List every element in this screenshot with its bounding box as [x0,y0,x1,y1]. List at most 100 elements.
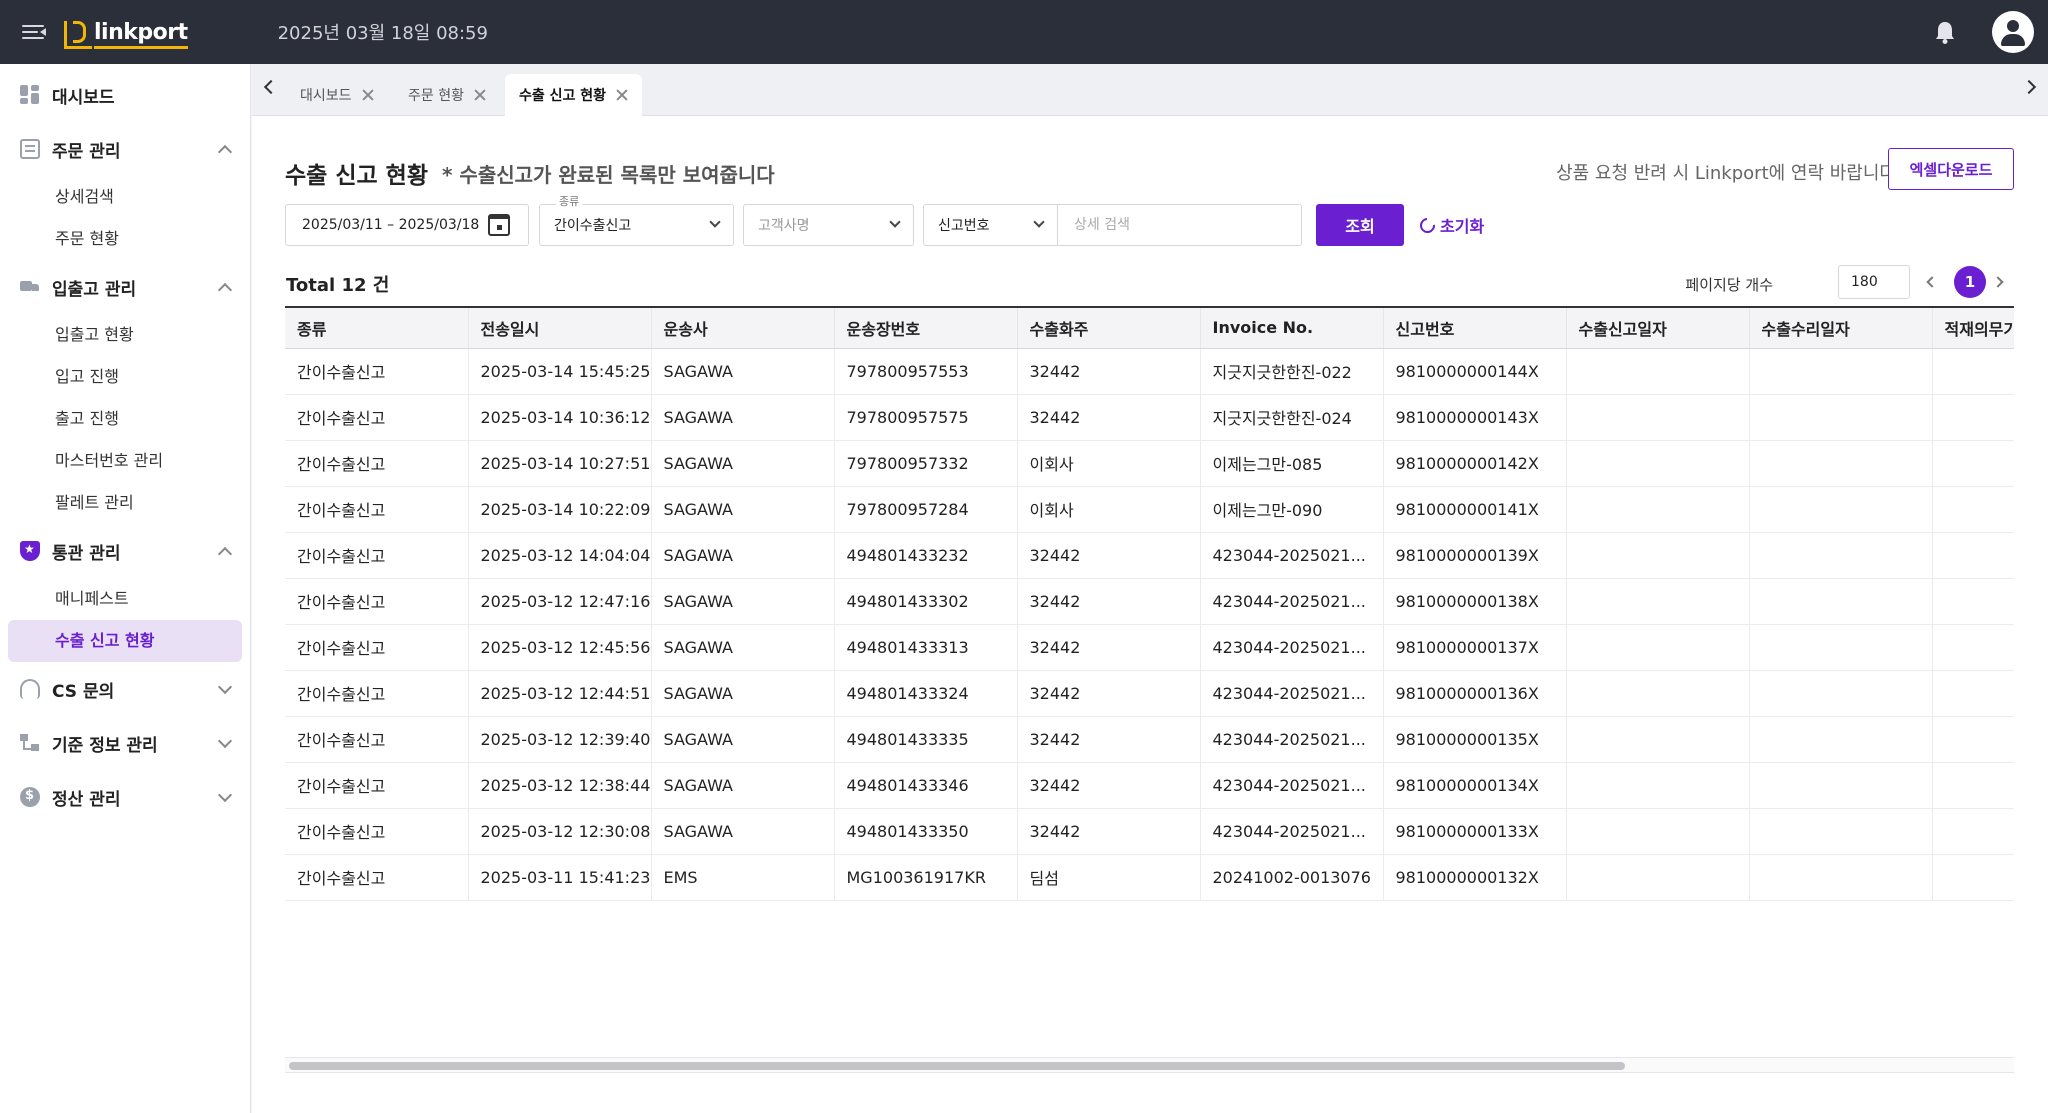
truck-icon [20,277,40,297]
logo-text: linkport [94,20,188,49]
column-header[interactable]: 적재의무기한 [1932,306,2014,349]
search-key-select[interactable]: 신고번호 [923,204,1058,246]
table-cell: 797800957553 [834,348,1018,395]
table-row[interactable]: 간이수출신고 2025-03-14 10:36:12 SAGAWA 797800957… [285,394,2014,441]
sidebar-item-manifest[interactable]: 매니페스트 [55,589,129,608]
sidebar-group-settlement[interactable]: 정산 관리 [0,770,250,824]
sidebar-item-order-status[interactable]: 주문 현황 [55,229,119,248]
table-cell: 9810000000137X [1383,624,1567,671]
menu-collapse-icon[interactable] [22,22,48,42]
detail-search-input[interactable] [1057,204,1302,246]
calendar-icon[interactable] [488,214,510,236]
column-header[interactable]: 수출신고일자 [1566,306,1750,349]
column-header[interactable]: 신고번호 [1383,306,1567,349]
user-avatar-icon[interactable] [1992,11,2034,53]
close-icon[interactable] [616,89,628,101]
table-row[interactable]: 간이수출신고 2025-03-12 12:47:16 SAGAWA 494801433… [285,578,2014,625]
sidebar-group-order[interactable]: 주문 관리 [0,122,250,176]
table-cell [1749,762,1933,809]
reset-label: 초기화 [1440,217,1485,236]
column-header[interactable]: 운송사 [651,306,835,349]
table-row[interactable]: 간이수출신고 2025-03-12 12:44:51 SAGAWA 494801433… [285,670,2014,717]
sidebar-item-export-declaration[interactable]: 수출 신고 현황 [8,620,242,662]
sidebar-item-inout-status[interactable]: 입출고 현황 [55,325,134,344]
table-cell: 2025-03-14 10:27:51 [468,440,652,487]
table-cell: 간이수출신고 [285,440,469,487]
chevron-up-icon [217,282,233,297]
notification-bell-icon[interactable] [1934,20,1956,44]
sidebar-item-outbound[interactable]: 출고 진행 [55,409,119,428]
table-cell: 간이수출신고 [285,394,469,441]
table-cell: 423044-2025021... [1200,716,1384,763]
column-header[interactable]: 전송일시 [468,306,652,349]
sidebar-item-inbound[interactable]: 입고 진행 [55,367,119,386]
chevron-right-icon[interactable] [1992,276,2004,288]
column-header[interactable]: 종류 [285,306,469,349]
table-cell [1749,394,1933,441]
table-row[interactable]: 간이수출신고 2025-03-12 12:38:44 SAGAWA 494801433… [285,762,2014,809]
table-cell: 9810000000132X [1383,854,1567,901]
column-header[interactable]: 운송장번호 [834,306,1018,349]
table-row[interactable]: 간이수출신고 2025-03-12 12:45:56 SAGAWA 494801433… [285,624,2014,671]
type-select-value: 간이수출신고 [554,218,632,234]
chevron-down-icon [889,216,901,228]
chevron-down-icon [1033,216,1045,228]
table-cell: SAGAWA [651,532,835,579]
table-cell [1749,854,1933,901]
tab-dashboard[interactable]: 대시보드 [286,74,388,116]
tab-export-declaration[interactable]: 수출 신고 현황 [505,74,643,116]
table-row[interactable]: 간이수출신고 2025-03-14 15:45:25 SAGAWA 797800957… [285,348,2014,395]
sidebar-group-label: 기준 정보 관리 [52,735,158,756]
sidebar-item-detail-search[interactable]: 상세검색 [55,187,114,206]
page-number-current[interactable]: 1 [1954,266,1986,298]
table-cell: 간이수출신고 [285,670,469,717]
logo[interactable]: linkport [64,15,188,49]
tab-scroll-right-icon[interactable] [2021,79,2037,95]
chevron-down-icon [217,787,233,802]
sidebar-group-master-info[interactable]: 기준 정보 관리 [0,716,250,770]
table-cell: 9810000000138X [1383,578,1567,625]
chevron-left-icon[interactable] [1926,276,1938,288]
dashboard-icon [20,85,40,105]
dollar-coin-icon [20,787,40,807]
table-cell: 간이수출신고 [285,348,469,395]
excel-download-button[interactable]: 엑셀다운로드 [1888,148,2014,190]
sidebar-item-master-number[interactable]: 마스터번호 관리 [55,451,164,470]
table-cell [1932,578,2014,625]
table-cell: 494801433335 [834,716,1018,763]
sidebar-item-pallet[interactable]: 팔레트 관리 [55,493,134,512]
per-page-label: 페이지당 개수 [1685,276,1773,294]
column-header[interactable]: 수출화주 [1017,306,1201,349]
top-bar: linkport 2025년 03월 18일 08:59 [0,0,2048,64]
table-cell: SAGAWA [651,624,835,671]
customer-select[interactable]: 고객사명 [743,204,914,246]
sidebar-group-inout[interactable]: 입출고 관리 [0,260,250,314]
table-cell [1566,348,1750,395]
sidebar-group-dashboard[interactable]: 대시보드 [0,68,250,122]
table-row[interactable]: 간이수출신고 2025-03-12 12:39:40 SAGAWA 494801433… [285,716,2014,763]
tab-order-status[interactable]: 주문 현황 [394,74,500,116]
table-row[interactable]: 간이수출신고 2025-03-12 12:30:08 SAGAWA 494801433… [285,808,2014,855]
table-row[interactable]: 간이수출신고 2025-03-14 10:27:51 SAGAWA 797800957… [285,440,2014,487]
column-header[interactable]: Invoice No. [1200,306,1384,349]
close-icon[interactable] [362,89,374,101]
per-page-input[interactable] [1838,265,1910,299]
sidebar-group-cs[interactable]: CS 문의 [0,662,250,716]
horizontal-scrollbar[interactable] [285,1057,2014,1073]
type-select[interactable]: 종류 간이수출신고 [539,193,734,246]
table-row[interactable]: 간이수출신고 2025-03-11 15:41:23 EMS MG100361917K… [285,854,2014,901]
reset-button[interactable]: 초기화 [1416,212,1485,238]
sidebar-group-customs[interactable]: 통관 관리 [0,524,250,578]
close-icon[interactable] [474,89,486,101]
date-range-picker[interactable]: 2025/03/11 – 2025/03/18 [285,204,529,246]
column-header[interactable]: 수출수리일자 [1749,306,1933,349]
table-row[interactable]: 간이수출신고 2025-03-14 10:22:09 SAGAWA 797800957… [285,486,2014,533]
tab-scroll-left-icon[interactable] [263,79,279,95]
scrollbar-thumb[interactable] [289,1062,1625,1070]
table-cell: 20241002-0013076 [1200,854,1384,901]
query-button[interactable]: 조회 [1316,204,1404,246]
table-row[interactable]: 간이수출신고 2025-03-12 14:04:04 SAGAWA 494801433… [285,532,2014,579]
table-cell: SAGAWA [651,808,835,855]
table-cell: 2025-03-14 15:45:25 [468,348,652,395]
table-cell: 32442 [1017,762,1201,809]
